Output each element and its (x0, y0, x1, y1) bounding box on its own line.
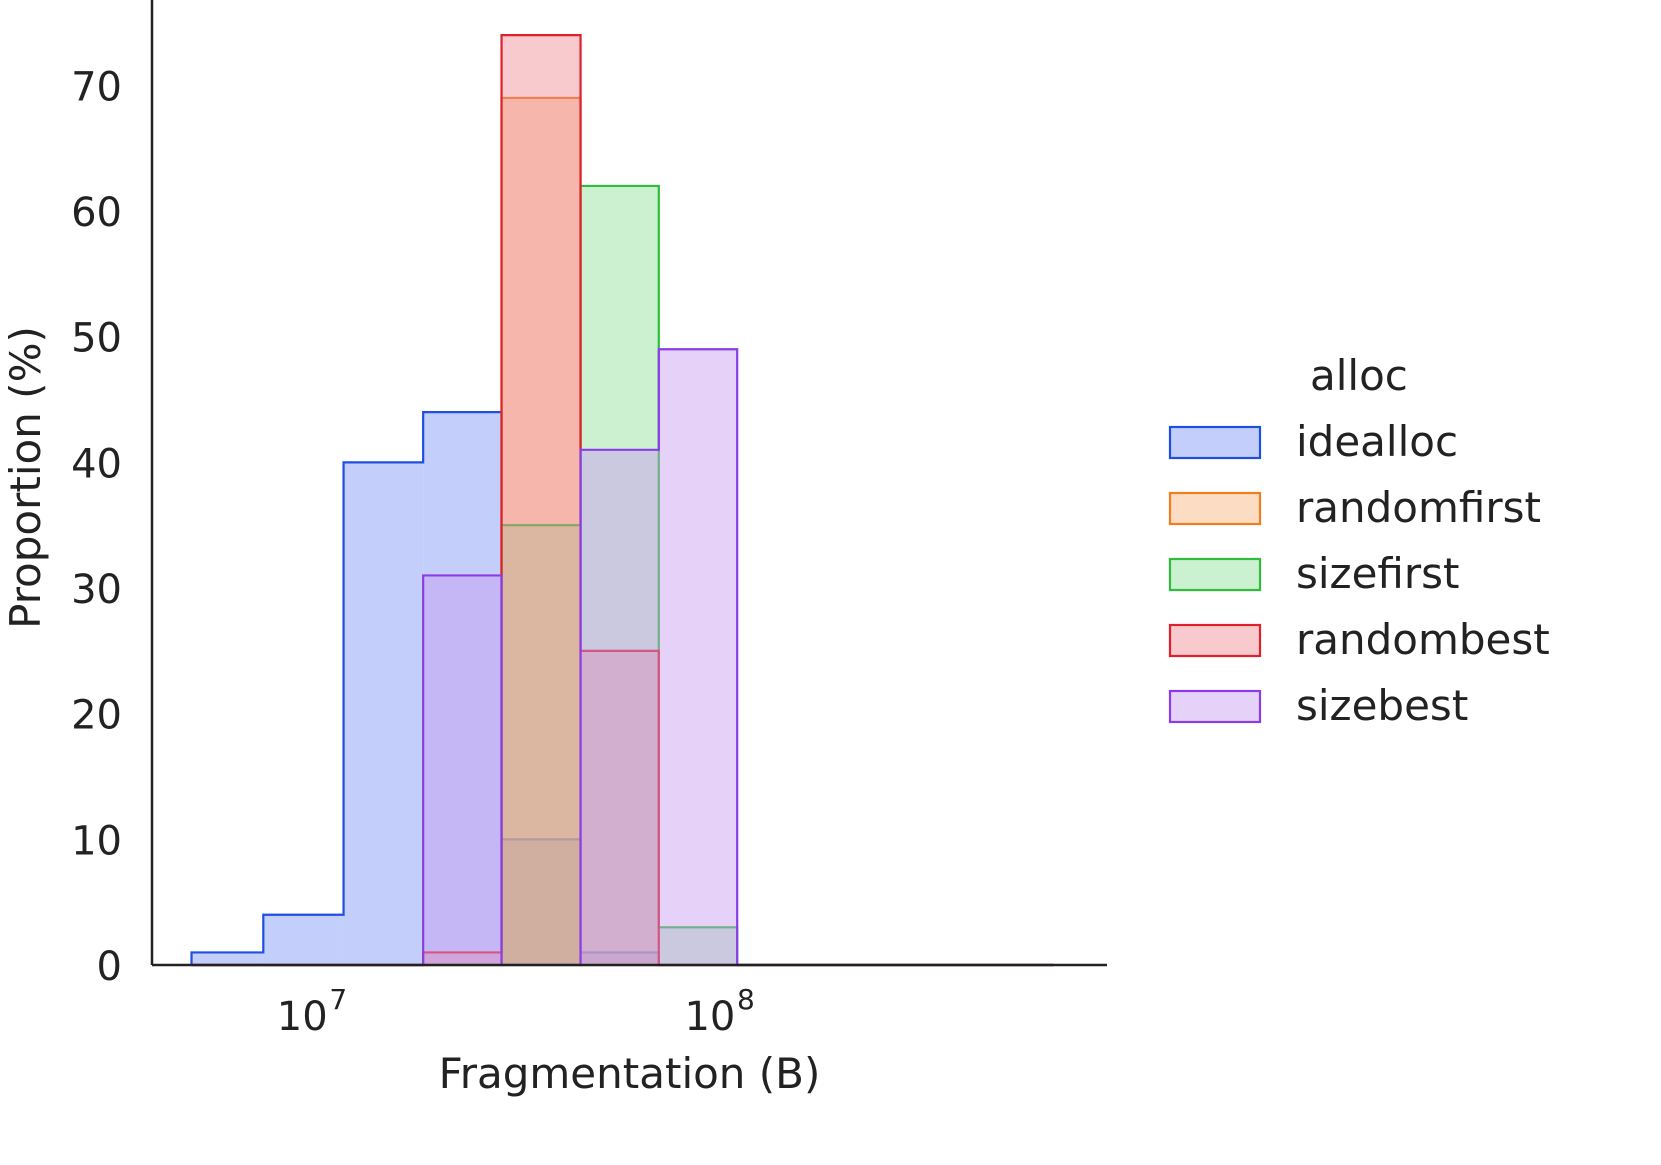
bar-randombest-3 (423, 952, 502, 965)
bar-sizefirst-5 (580, 185, 659, 966)
bar-idealloc-1 (263, 914, 344, 965)
legend-swatch-randombest (1168, 623, 1262, 658)
y-tick-label: 0 (97, 944, 122, 990)
legend-label-sizebest: sizebest (1296, 681, 1468, 730)
bar-sizebest-5 (580, 449, 659, 966)
legend: alloc idealloc randomfirst sizefirst random… (1168, 351, 1550, 730)
legend-swatch-sizebest (1168, 689, 1262, 724)
x-tick-exponent: 7 (329, 983, 347, 1016)
x-tick-exponent: 8 (737, 983, 755, 1016)
bar-randombest-5 (580, 650, 659, 965)
bar-idealloc-3 (423, 412, 502, 966)
y-tick-label: 40 (71, 441, 122, 487)
bar-idealloc-4 (501, 839, 581, 965)
y-tick-label: 10 (71, 818, 122, 864)
legend-title: alloc (1310, 351, 1408, 400)
bar-idealloc-2 (343, 462, 424, 965)
x-axis-label: Fragmentation (B) (439, 1049, 821, 1098)
legend-label-idealloc: idealloc (1296, 417, 1458, 466)
bar-randombest-4 (501, 35, 581, 965)
legend-swatch-sizefirst (1168, 557, 1262, 592)
y-axis-label: Proportion (%) (1, 326, 50, 629)
legend-label-sizefirst: sizefirst (1296, 549, 1460, 598)
legend-label-randomfirst: randomfirst (1296, 483, 1541, 532)
bar-sizebest-6 (658, 349, 738, 965)
y-tick-label: 50 (71, 316, 122, 362)
legend-swatch-randomfirst (1168, 491, 1262, 526)
bar-sizefirst-4 (501, 525, 581, 965)
y-tick-label: 70 (71, 64, 122, 110)
x-tick-label: 10 (684, 994, 735, 1040)
bars-layer (190, 34, 1054, 967)
series-sizebest (191, 348, 1054, 967)
bar-sizefirst-6 (658, 927, 738, 965)
bar-idealloc-0 (191, 952, 264, 965)
y-tick-label: 60 (71, 190, 122, 236)
bar-idealloc-5 (580, 952, 659, 965)
legend-swatch-idealloc (1168, 425, 1262, 460)
bar-randomfirst-4 (501, 97, 581, 966)
x-tick-label: 10 (277, 994, 328, 1040)
legend-label-randombest: randombest (1296, 615, 1550, 664)
series-idealloc (190, 411, 1054, 967)
y-tick-label: 30 (71, 567, 122, 613)
bar-sizebest-3 (423, 575, 502, 965)
y-tick-label: 20 (71, 693, 122, 739)
